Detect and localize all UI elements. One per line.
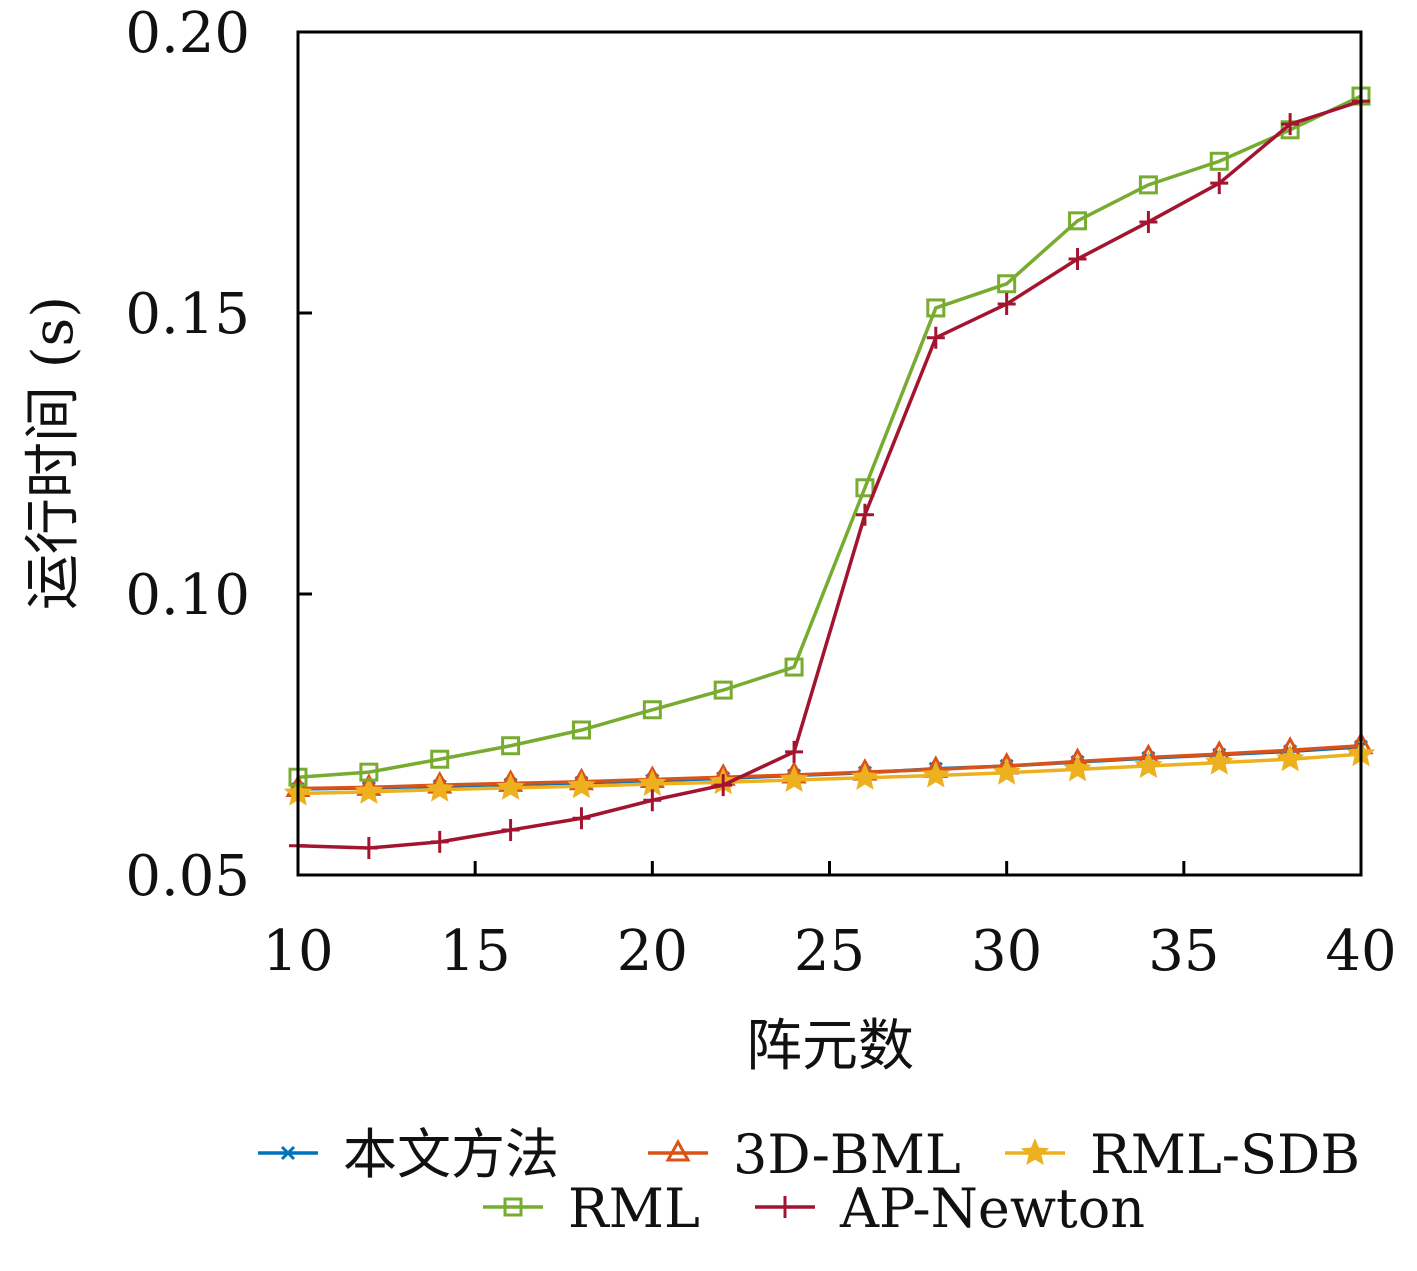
data-point: [430, 830, 449, 853]
y-axis-label: 运行时间 (s): [21, 296, 86, 610]
legend-marker-icon: [665, 1138, 691, 1162]
data-point: [992, 757, 1021, 785]
data-point: [1210, 172, 1229, 195]
series-4: [289, 90, 1370, 860]
data-point: [779, 765, 809, 793]
data-point: [1068, 248, 1087, 271]
data-point: [643, 789, 662, 812]
x-tick-label: 10: [262, 919, 333, 984]
data-point: [1139, 210, 1158, 233]
data-point: [359, 762, 379, 782]
y-tick-label: 0.05: [125, 844, 250, 909]
legend-marker-icon: [503, 1197, 523, 1217]
data-point: [1138, 175, 1158, 195]
x-tick-label: 20: [617, 919, 688, 984]
series-line: [297, 94, 1362, 779]
legend-label: 3D-BML: [733, 1123, 961, 1186]
legend-item: RML-SDB: [1005, 1123, 1360, 1186]
data-point: [1068, 211, 1088, 231]
data-point: [567, 771, 596, 799]
data-point: [572, 807, 591, 830]
x-tick-label: 40: [1325, 919, 1396, 984]
data-point: [855, 478, 875, 498]
data-point: [926, 298, 946, 318]
series-3: [288, 86, 1371, 787]
series-line: [297, 745, 1362, 791]
data-point: [1063, 754, 1092, 782]
legend-marker-icon: [280, 1145, 296, 1161]
series-line: [297, 743, 1362, 791]
data-point: [926, 326, 945, 349]
data-point: [1134, 751, 1163, 779]
legend-marker-icon: [776, 1196, 794, 1218]
legend-item: AP-Newton: [755, 1177, 1145, 1240]
legend-item: 本文方法: [258, 1123, 559, 1186]
legend-label: AP-Newton: [839, 1177, 1145, 1240]
data-point: [997, 293, 1016, 316]
data-point: [714, 774, 733, 797]
legend-marker-icon: [1020, 1138, 1050, 1166]
data-point: [921, 760, 950, 788]
legend-label: 本文方法: [343, 1123, 559, 1186]
y-tick-label: 0.20: [125, 1, 250, 66]
data-point: [359, 837, 378, 860]
data-point: [997, 274, 1017, 294]
data-point: [855, 503, 874, 526]
data-point: [1276, 744, 1305, 772]
data-point: [571, 720, 591, 740]
data-point: [642, 700, 662, 720]
data-point: [354, 776, 383, 804]
data-point: [784, 657, 804, 677]
x-tick-label: 30: [971, 919, 1042, 984]
data-point: [850, 762, 880, 790]
series-0: [290, 739, 1369, 797]
legend-label: RML-SDB: [1090, 1123, 1360, 1186]
data-point: [430, 749, 450, 769]
plot-frame: [296, 30, 1363, 877]
y-tick-label: 0.10: [125, 563, 250, 628]
y-tick-label: 0.15: [125, 282, 250, 347]
data-point: [713, 680, 733, 700]
legend-item: RML: [483, 1177, 700, 1240]
x-tick-label: 25: [794, 919, 865, 984]
data-point: [501, 736, 521, 756]
data-point: [638, 769, 667, 797]
data-point: [1209, 151, 1229, 171]
data-point: [496, 773, 525, 800]
data-point: [1281, 113, 1300, 136]
x-tick-label: 35: [1148, 919, 1219, 984]
legend-item: 3D-BML: [648, 1123, 961, 1186]
data-point: [501, 819, 520, 842]
legend-label: RML: [568, 1177, 700, 1240]
x-axis-label: 阵元数: [746, 1014, 914, 1079]
data-point: [425, 774, 454, 802]
series-line: [297, 99, 1362, 850]
data-point: [1205, 747, 1234, 775]
series-line: [297, 752, 1362, 796]
x-tick-label: 15: [440, 919, 511, 984]
data-point: [785, 740, 804, 763]
series-2: [283, 739, 1376, 806]
